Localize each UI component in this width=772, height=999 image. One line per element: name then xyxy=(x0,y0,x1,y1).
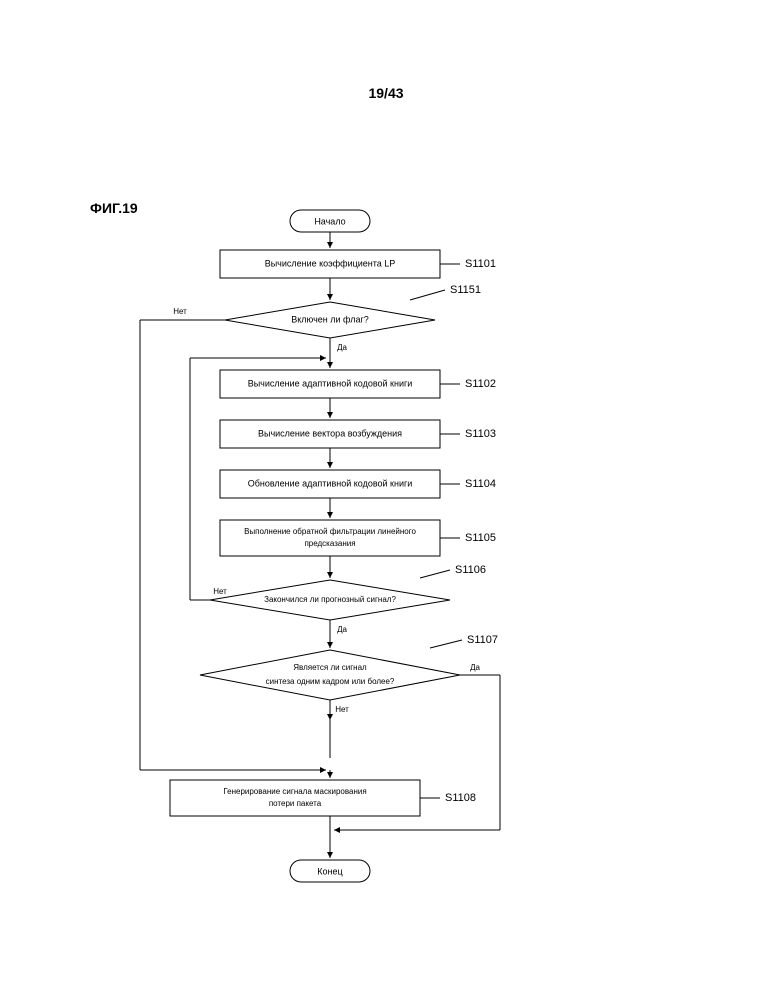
box-s1105 xyxy=(220,520,440,556)
text-s1102: Вычисление адаптивной кодовой книги xyxy=(248,378,413,388)
text-s1104: Обновление адаптивной кодовой книги xyxy=(248,478,413,488)
page-number: 19/43 xyxy=(368,85,403,101)
flowchart: Начало Вычисление коэффициента LP S1101 … xyxy=(90,200,630,920)
label-s1102: S1102 xyxy=(465,378,496,390)
label-s1151: S1151 xyxy=(450,284,481,296)
text-s1151: Включен ли флаг? xyxy=(291,314,369,324)
text-s1108-l1: Генерирование сигнала маскирования xyxy=(223,787,366,796)
text-s1101: Вычисление коэффициента LP xyxy=(265,258,396,268)
label-s1103: S1103 xyxy=(465,428,496,440)
label-s1101: S1101 xyxy=(465,258,496,270)
label-s1108: S1108 xyxy=(445,792,476,804)
box-s1108 xyxy=(170,780,420,816)
no-s1106: Нет xyxy=(213,587,227,596)
diamond-s1107 xyxy=(200,650,460,700)
text-s1108-l2: потери пакета xyxy=(269,799,322,808)
yes-s1107: Да xyxy=(470,663,480,672)
label-s1104: S1104 xyxy=(465,478,496,490)
start-text: Начало xyxy=(314,216,345,226)
text-s1106: Закончился ли прогнозный сигнал? xyxy=(264,595,396,604)
label-s1106: S1106 xyxy=(455,564,486,576)
yes-s1106: Да xyxy=(337,625,347,634)
yes-s1151: Да xyxy=(337,343,347,352)
text-s1105-l1: Выполнение обратной фильтрации линейного xyxy=(244,527,416,536)
no-s1151: Нет xyxy=(173,307,187,316)
end-text: Конец xyxy=(317,866,342,876)
text-s1105-l2: предсказания xyxy=(304,539,355,548)
text-s1107-l1: Является ли сигнал xyxy=(293,663,367,672)
text-s1103: Вычисление вектора возбуждения xyxy=(258,428,402,438)
label-s1105: S1105 xyxy=(465,532,496,544)
text-s1107-l2: синтеза одним кадром или более? xyxy=(266,677,395,686)
no-s1107: Нет xyxy=(335,705,349,714)
label-s1107: S1107 xyxy=(467,634,498,646)
